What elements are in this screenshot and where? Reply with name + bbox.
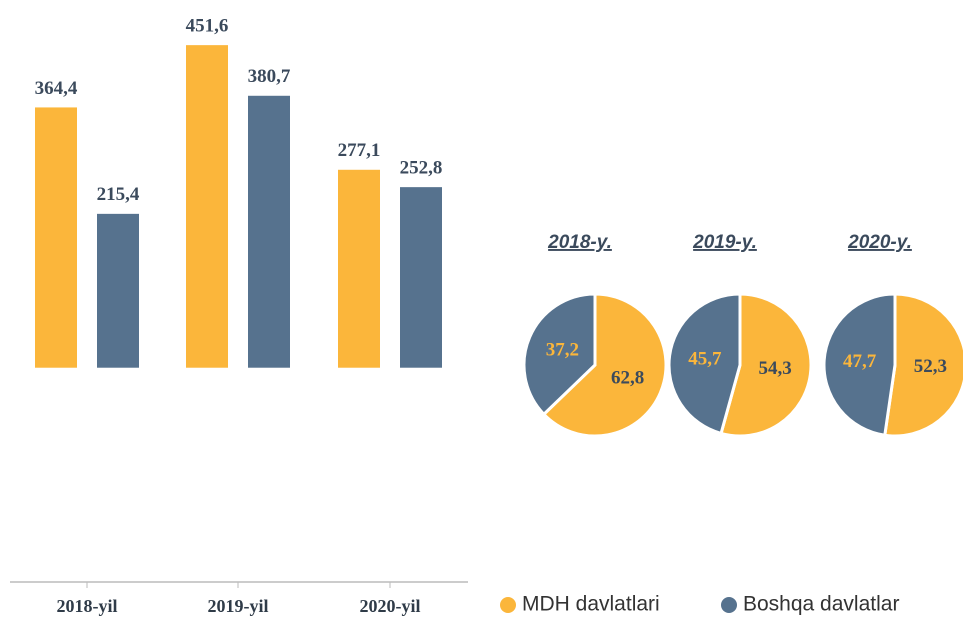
pie-label: 54,3 xyxy=(759,358,792,379)
bar xyxy=(248,95,290,368)
pie-slice xyxy=(541,292,668,438)
pie-title: 2020-y. xyxy=(847,232,912,253)
x-tick-label: 2018-yil xyxy=(57,596,118,616)
legend-label: MDH davlatlari xyxy=(522,593,660,616)
data-label: 252,8 xyxy=(400,158,443,179)
data-label: 277,1 xyxy=(338,140,381,161)
legend-swatch xyxy=(721,597,737,613)
pie-label: 52,3 xyxy=(914,356,947,377)
data-label: 451,6 xyxy=(186,16,229,37)
pie-label: 45,7 xyxy=(688,349,722,370)
x-tick-label: 2020-yil xyxy=(360,596,421,616)
bar xyxy=(35,107,77,368)
pie-label: 47,7 xyxy=(843,351,877,372)
bar xyxy=(338,169,380,368)
data-label: 380,7 xyxy=(248,66,291,87)
data-label: 215,4 xyxy=(97,184,140,205)
pie-slice xyxy=(883,292,963,438)
pie-label: 62,8 xyxy=(611,367,644,388)
legend-swatch xyxy=(500,597,516,613)
pie-label: 37,2 xyxy=(546,339,579,360)
bar xyxy=(97,213,139,368)
bar xyxy=(400,187,442,368)
pie-title: 2019-y. xyxy=(692,232,757,253)
pie-title: 2018-y. xyxy=(547,232,612,253)
legend-label: Boshqa davlatlar xyxy=(743,593,899,616)
data-label: 364,4 xyxy=(35,78,78,99)
pie-slice xyxy=(719,292,813,438)
pie-slice xyxy=(822,292,897,437)
bar xyxy=(186,45,228,368)
x-tick-label: 2019-yil xyxy=(208,596,269,616)
pie-slice xyxy=(522,292,597,417)
pie-slice xyxy=(667,292,742,436)
